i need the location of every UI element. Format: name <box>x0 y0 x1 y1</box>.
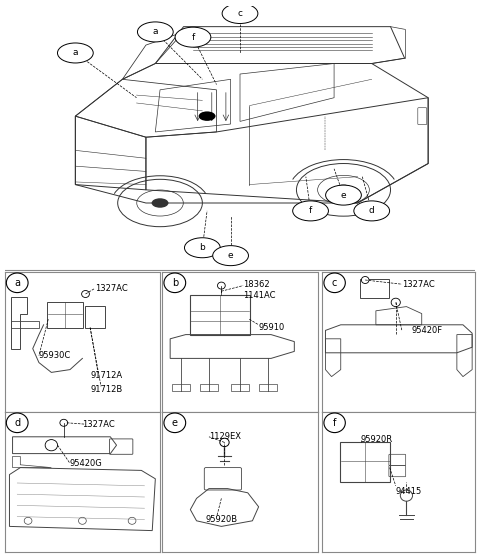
Circle shape <box>213 246 249 265</box>
Text: 1327AC: 1327AC <box>95 284 128 293</box>
Circle shape <box>82 291 89 297</box>
Circle shape <box>184 238 220 258</box>
Text: a: a <box>153 27 158 36</box>
Text: 1141AC: 1141AC <box>243 291 276 300</box>
Text: c: c <box>238 9 242 18</box>
Circle shape <box>293 201 328 221</box>
Text: b: b <box>172 278 178 288</box>
Circle shape <box>222 3 258 24</box>
Text: f: f <box>192 32 194 41</box>
Text: c: c <box>332 278 337 288</box>
Circle shape <box>137 22 173 42</box>
Circle shape <box>220 438 229 447</box>
Text: 1327AC: 1327AC <box>402 279 434 289</box>
Text: e: e <box>172 418 178 428</box>
Circle shape <box>334 185 353 195</box>
Text: 95420G: 95420G <box>70 459 103 468</box>
Text: 95920B: 95920B <box>206 515 238 524</box>
Circle shape <box>58 43 93 63</box>
Text: f: f <box>333 418 336 428</box>
Text: 18362: 18362 <box>243 279 270 289</box>
Text: 1129EX: 1129EX <box>209 432 241 441</box>
Circle shape <box>152 198 168 208</box>
Text: e: e <box>228 251 233 260</box>
Circle shape <box>60 419 68 426</box>
Circle shape <box>217 282 225 289</box>
Circle shape <box>325 185 361 205</box>
Text: 95920R: 95920R <box>360 435 393 444</box>
Text: 95930C: 95930C <box>39 351 71 360</box>
Text: 95420F: 95420F <box>411 326 442 335</box>
Text: b: b <box>200 243 205 252</box>
Circle shape <box>199 111 216 121</box>
Text: a: a <box>14 278 20 288</box>
Text: 95910: 95910 <box>259 323 285 332</box>
Text: d: d <box>369 207 374 216</box>
Text: 91712B: 91712B <box>90 385 122 394</box>
Text: a: a <box>72 49 78 58</box>
Text: d: d <box>14 418 20 428</box>
Text: 91712A: 91712A <box>90 371 122 380</box>
Circle shape <box>175 27 211 47</box>
Text: f: f <box>309 207 312 216</box>
Circle shape <box>361 277 369 283</box>
Text: 1327AC: 1327AC <box>83 419 115 429</box>
Text: e: e <box>341 190 346 199</box>
Text: 94415: 94415 <box>396 487 422 496</box>
Circle shape <box>354 201 390 221</box>
